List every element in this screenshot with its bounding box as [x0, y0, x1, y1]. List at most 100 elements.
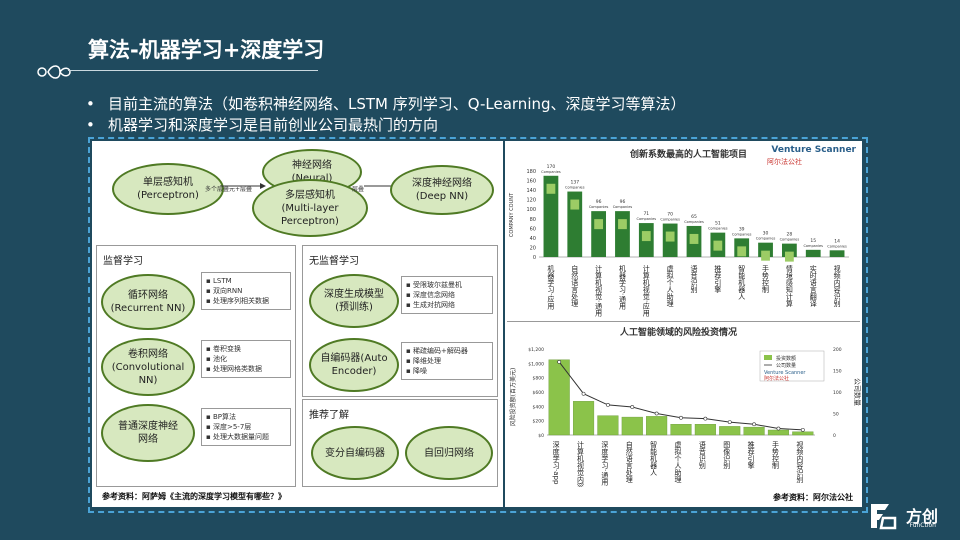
- chart1-ytick: 0: [533, 255, 536, 261]
- chart2-bar: [694, 424, 716, 436]
- chart1-data-label: 15: [810, 238, 816, 244]
- chart1-data-label: Companies: [732, 232, 752, 236]
- chart1-data-label: 70: [667, 212, 673, 218]
- chart1-data-label: 14: [834, 238, 840, 244]
- chart2-point: [800, 427, 805, 432]
- chart1-bar: [591, 211, 607, 257]
- chart2-y2label: 公司数量: [853, 378, 862, 406]
- chart2-brand2: 阿尔法公社: [764, 375, 789, 382]
- chart2-y2tick: 150: [833, 369, 842, 375]
- node-label: Encoder): [331, 366, 377, 377]
- chart1-data-label: Companies: [684, 220, 704, 224]
- chart1-data-label: Companies: [565, 186, 585, 190]
- chart2-category-label: 推荐引擎: [747, 440, 755, 469]
- chart1-data-label: Companies: [637, 217, 657, 221]
- node-rnn: 循环网络 (Recurrent NN): [101, 274, 195, 330]
- chart1-bar: [615, 211, 630, 257]
- note-item: BP算法: [206, 412, 286, 422]
- node-autoencoder: 自编码器(Auto Encoder): [309, 338, 399, 392]
- chart1-data-label: Companies: [660, 218, 680, 222]
- chart2-category-label: 视频内容识别: [796, 440, 804, 484]
- arrow-label-2: 层叠: [352, 186, 365, 193]
- chart1-bar: [829, 250, 845, 257]
- chart2-point: [557, 359, 562, 364]
- node-perceptron: 单层感知机 (Perceptron): [112, 163, 224, 215]
- function-logo-icon: [870, 504, 897, 530]
- chart2-point: [654, 411, 659, 416]
- chart2-ytick: $1,200: [528, 347, 544, 353]
- chart2-category-label: 手势控制: [771, 440, 779, 470]
- chart2-y2tick: 200: [833, 347, 842, 353]
- bullet-1: 目前主流的算法（如卷积神经网络、LSTM 序列学习、Q-Learning、深度学…: [86, 94, 686, 115]
- diagram-panel: 单层感知机 (Perceptron) 多个层叠元+层叠 神经网络 (Neural…: [92, 141, 503, 507]
- venture-scanner-logo: Venture Scanner: [771, 145, 856, 155]
- node-label: (Multi-layer: [281, 202, 339, 214]
- chart2-bar: [597, 415, 619, 436]
- node-label: 变分自编码器: [325, 447, 385, 459]
- ornament-icon: [37, 65, 71, 79]
- chart1-data-label: 28: [787, 232, 793, 238]
- note-item: 降维处理: [406, 356, 488, 366]
- chart2-point: [752, 422, 756, 427]
- bullet-2: 机器学习和深度学习是目前创业公司最热门的方向: [86, 115, 686, 136]
- supervised-title: 监督学习: [103, 256, 143, 267]
- note-item: 池化: [206, 354, 286, 364]
- chart1-category-label: 计算机视觉·应用: [642, 264, 650, 317]
- autoencoder-notes: 稀疏编码+解码器 降维处理 降噪: [401, 342, 493, 380]
- chart2-legend-label: 公司数量: [776, 362, 796, 369]
- chart2-category-label: 自然语言处理: [625, 440, 633, 483]
- chart2-category-label: 深度学习·app: [552, 440, 560, 485]
- bullet-list: 目前主流的算法（如卷积神经网络、LSTM 序列学习、Q-Learning、深度学…: [86, 94, 686, 136]
- node-label: 网络: [138, 434, 158, 445]
- title-divider: [68, 70, 318, 71]
- note-item: 处理序列相关数据: [206, 296, 286, 306]
- chart2-bar: [743, 426, 765, 436]
- chart1-bar-icon: [641, 231, 651, 242]
- chart1-bar-icon: [737, 246, 747, 257]
- chart1-bar-icon: [618, 219, 627, 230]
- slide-title: 算法-机器学习+深度学习: [88, 38, 325, 62]
- chart1-bar-icon: [665, 231, 675, 242]
- chart1-ytick: 80: [530, 217, 536, 223]
- chart2-ytick: $400: [533, 404, 545, 410]
- chart1-ytick: 100: [526, 207, 536, 213]
- unsupervised-box: 无监督学习 深度生成模型 (预训练) 受限玻尔兹曼机 深度信念网络 生成对抗网络…: [302, 245, 498, 397]
- chart1-category-label: 机器学习·通用: [618, 264, 626, 310]
- node-label: 自回归网络: [424, 447, 474, 459]
- chart1-data-label: 30: [763, 231, 769, 237]
- recommend-title: 推荐了解: [309, 410, 349, 421]
- node-label: (Convolutional: [111, 361, 185, 373]
- note-item: 处理网格类数据: [206, 364, 286, 374]
- node-label: 自编码器(Auto: [320, 353, 388, 364]
- chart1-bar-icon: [784, 251, 794, 262]
- chart1-category-label: 手势控制: [762, 264, 770, 294]
- chart2-ytick: $200: [533, 419, 545, 425]
- supervised-box: 监督学习 循环网络 (Recurrent NN) LSTM 双向RNN 处理序列…: [96, 245, 296, 487]
- chart1-data-label: 170: [547, 164, 556, 170]
- chart1-data-label: Companies: [708, 227, 728, 231]
- diagram-reference: 参考资料：阿萨姆《主流的深度学习模型有哪些？》: [102, 492, 286, 501]
- node-label: 卷积网络: [128, 348, 168, 360]
- note-item: 双向RNN: [206, 286, 286, 296]
- arrow-right-icon: [220, 183, 266, 189]
- chart1-data-label: Companies: [589, 205, 609, 209]
- chart-divider: [507, 321, 860, 322]
- recommend-box: 推荐了解 变分自编码器 自回归网络: [302, 399, 498, 487]
- chart2-point: [581, 391, 586, 396]
- node-generative: 深度生成模型 (预训练): [309, 274, 399, 328]
- chart2-ytick: $0: [538, 433, 544, 439]
- node-deepnn: 深度神经网络 (Deep NN): [390, 165, 494, 215]
- chart1-bar: [543, 175, 559, 257]
- chart2-bar: [719, 426, 741, 436]
- chart2-y2tick: 50: [833, 412, 839, 418]
- node-label: 循环网络: [128, 290, 168, 301]
- chart1-category-label: 计算机视觉·通用: [595, 264, 603, 317]
- chart2-bar: [621, 416, 643, 436]
- chart1-data-label: Companies: [756, 237, 776, 241]
- chart2-bar: [767, 429, 790, 436]
- note-item: 深度>5-7层: [206, 422, 286, 432]
- chart2-svg: 风险投资额(百万美元) 公司数量 $0 $200 $400 $600 $800 $1,000 $…: [509, 347, 862, 487]
- alpha-logo: 阿尔法公社: [767, 158, 802, 166]
- node-label: (Neural): [292, 172, 333, 185]
- logo-main: 方创: [905, 507, 938, 526]
